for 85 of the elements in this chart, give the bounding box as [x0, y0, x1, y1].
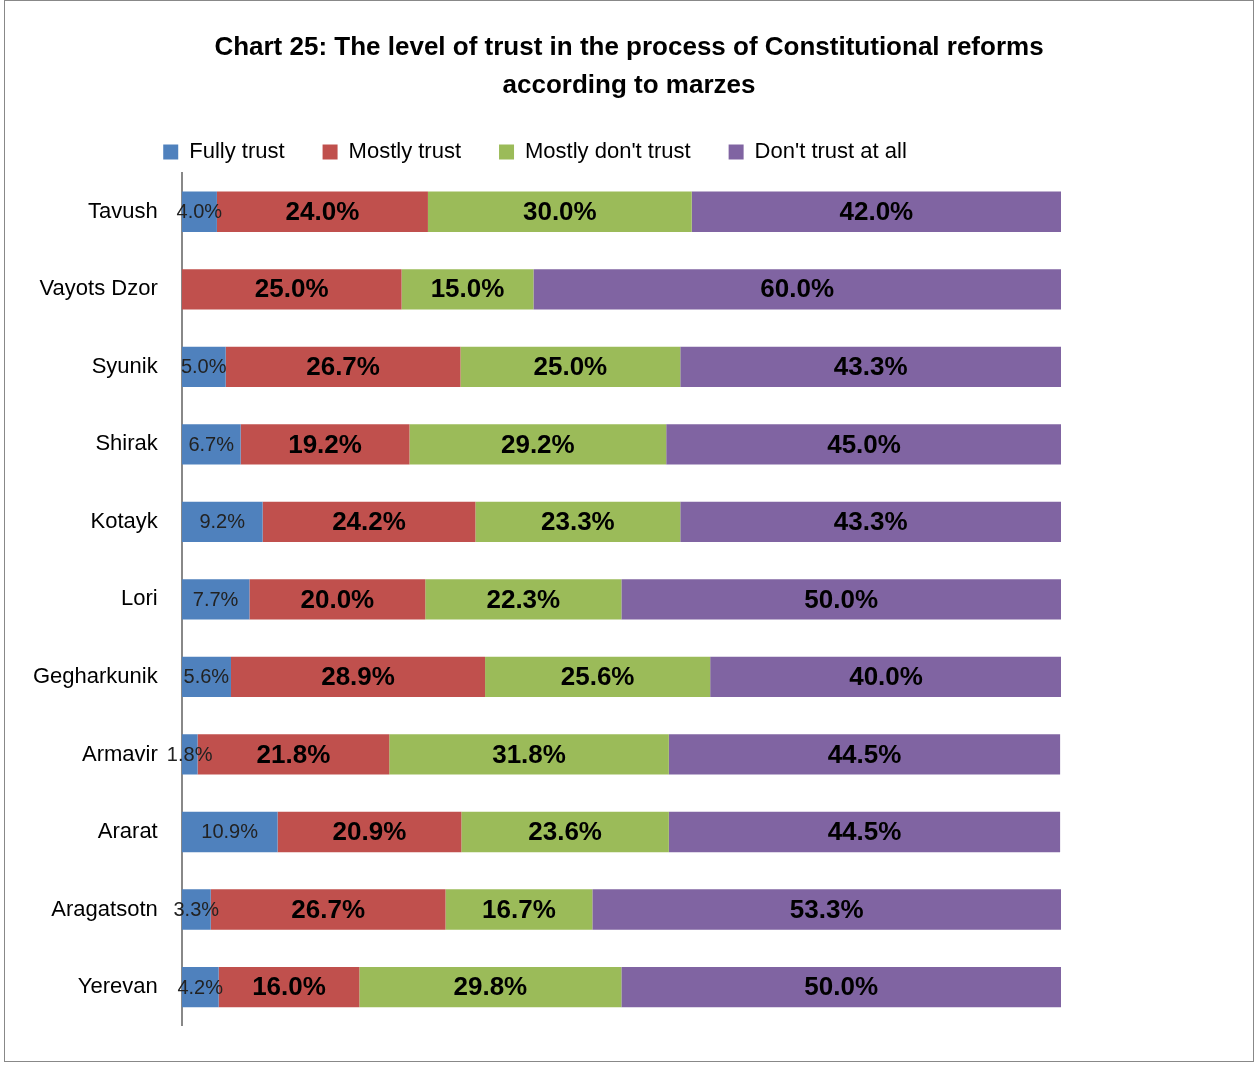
data-label: 40.0% — [849, 661, 923, 692]
data-label: 30.0% — [522, 195, 597, 226]
bar — [691, 191, 1061, 232]
data-label: 45.0% — [827, 428, 901, 459]
data-label: 50.0% — [804, 971, 879, 1002]
y-tick-label: Syunik — [91, 352, 159, 378]
data-label: 10.9% — [201, 820, 259, 843]
data-label: 60.0% — [760, 273, 835, 304]
legend-label: Don't trust at all — [754, 138, 907, 164]
data-label: 42.0% — [839, 195, 914, 226]
bar — [445, 889, 593, 930]
y-tick-label: Tavush — [88, 197, 158, 223]
bar — [666, 424, 1061, 465]
bar — [409, 424, 667, 465]
data-label: 50.0% — [804, 583, 879, 614]
data-label: 1.8% — [166, 742, 213, 765]
bar — [181, 269, 402, 310]
bar — [249, 579, 426, 620]
y-tick-label: Gegharkunik — [32, 662, 159, 688]
data-label: 5.0% — [180, 355, 227, 378]
data-label: 44.5% — [827, 816, 902, 847]
y-tick-label: Armavir — [81, 740, 158, 766]
data-label: 29.2% — [500, 428, 575, 459]
bar — [181, 579, 250, 620]
y-tick-label: Yerevan — [77, 973, 158, 999]
data-label: 7.7% — [192, 587, 239, 610]
data-label: 44.5% — [827, 738, 902, 769]
bar — [389, 734, 669, 775]
data-label: 20.0% — [300, 583, 375, 614]
bar — [427, 191, 692, 232]
y-tick-label: Aragatsotn — [51, 895, 158, 921]
bar — [359, 966, 622, 1008]
bar — [475, 501, 681, 543]
legend-label: Mostly don't trust — [525, 138, 691, 164]
data-label: 20.9% — [332, 816, 407, 847]
data-label: 19.2% — [288, 428, 362, 459]
bar — [621, 579, 1061, 620]
y-tick-label: Shirak — [95, 430, 159, 456]
bar — [592, 889, 1061, 930]
data-label: 53.3% — [789, 893, 864, 924]
bar — [710, 656, 1061, 698]
y-tick-label: Lori — [121, 585, 158, 611]
bar — [240, 424, 410, 465]
bar — [533, 269, 1061, 310]
data-label: 29.8% — [453, 971, 528, 1002]
data-label: 5.6% — [183, 665, 230, 688]
legend-label: Mostly trust — [348, 138, 462, 164]
data-label: 22.3% — [486, 583, 561, 614]
data-label: 21.8% — [256, 738, 331, 769]
data-label: 15.0% — [430, 273, 505, 304]
data-label: 26.7% — [291, 893, 365, 924]
bar — [262, 501, 476, 543]
data-label: 26.7% — [306, 350, 380, 381]
chart-title: Chart 25: The level of trust in the process of Constitutional reforms according to marzes — [213, 30, 1045, 101]
data-label: 25.6% — [560, 661, 635, 692]
bar — [680, 501, 1061, 543]
data-label: 9.2% — [199, 510, 246, 533]
data-label: 28.9% — [321, 661, 395, 692]
data-label: 16.7% — [482, 893, 556, 924]
data-label: 43.3% — [833, 350, 908, 381]
bar — [425, 579, 622, 620]
bar — [668, 811, 1061, 853]
data-label: 25.0% — [254, 273, 329, 304]
data-label: 25.0% — [533, 350, 608, 381]
bar — [181, 501, 263, 543]
bar — [460, 346, 681, 387]
y-tick-label: Ararat — [97, 818, 158, 844]
bar — [225, 346, 461, 387]
bar — [680, 346, 1061, 387]
bar — [461, 811, 669, 853]
data-label: 24.2% — [332, 506, 406, 537]
bar — [230, 656, 486, 698]
legend-label: Fully trust — [189, 138, 285, 164]
y-tick-label: Vayots Dzor — [39, 275, 158, 301]
data-label: 16.0% — [252, 971, 326, 1002]
data-label: 24.0% — [285, 195, 360, 226]
data-label: 31.8% — [492, 738, 566, 769]
bar — [485, 656, 711, 698]
data-label: 6.7% — [188, 432, 235, 455]
data-label: 23.3% — [540, 506, 615, 537]
data-label: 43.3% — [833, 506, 908, 537]
y-tick-label: Kotayk — [90, 507, 159, 533]
data-label: 23.6% — [528, 816, 602, 847]
bar — [621, 966, 1061, 1008]
bar — [668, 734, 1061, 775]
